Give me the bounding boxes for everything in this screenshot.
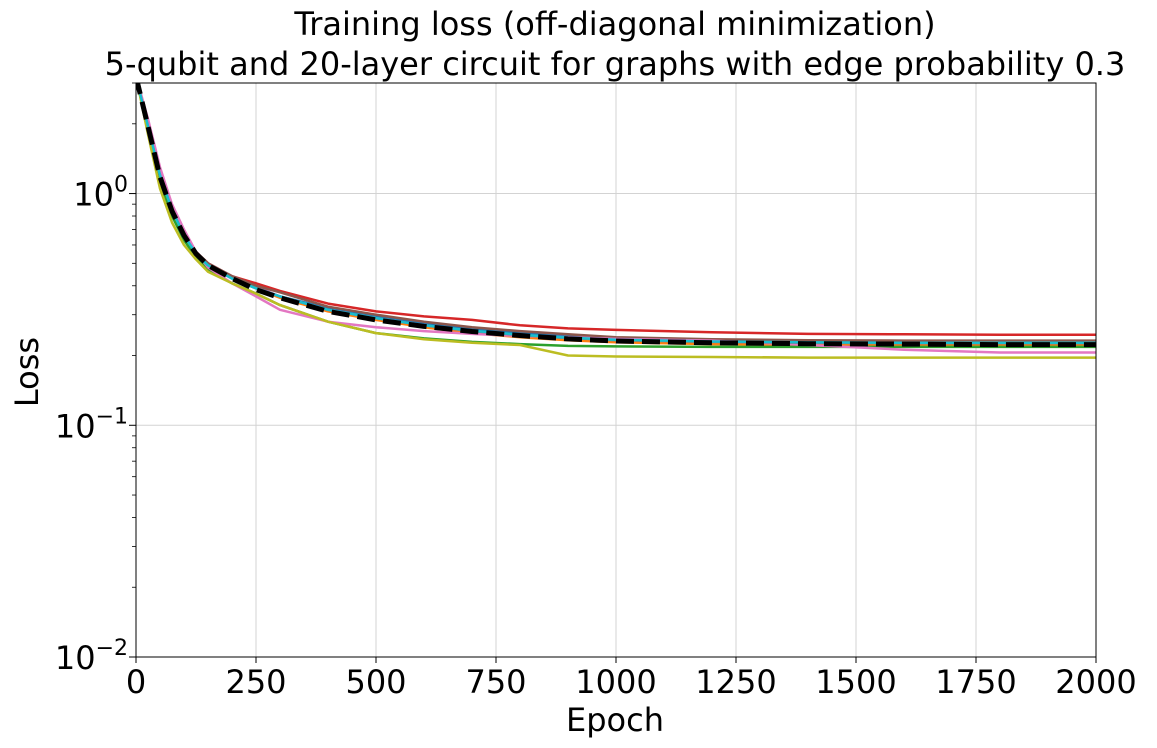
- chart-title: Training loss (off-diagonal minimization…: [293, 5, 935, 43]
- y-tick-exponent: 0: [114, 173, 128, 198]
- x-tick-label: 1750: [935, 663, 1016, 701]
- y-tick-base: 10: [55, 639, 96, 677]
- x-tick-label: 750: [465, 663, 526, 701]
- y-tick-base: 10: [73, 176, 114, 214]
- y-tick-label: 100: [73, 173, 128, 214]
- y-axis-label: Loss: [8, 337, 46, 407]
- x-tick-label: 1500: [815, 663, 896, 701]
- series-line-mean: [136, 83, 1096, 348]
- x-tick-label: 1000: [575, 663, 656, 701]
- y-tick-base: 10: [55, 407, 96, 445]
- x-tick-label: 250: [225, 663, 286, 701]
- x-tick-label: 500: [345, 663, 406, 701]
- y-tick-exponent: −1: [96, 404, 128, 429]
- y-tick-label: 10−1: [55, 404, 128, 445]
- y-tick-exponent: −2: [96, 636, 128, 661]
- x-tick-label: 2000: [1055, 663, 1136, 701]
- x-tick-label: 0: [126, 663, 146, 701]
- x-axis-label: Epoch: [566, 701, 664, 739]
- x-tick-label: 1250: [695, 663, 776, 701]
- series-line-8: [136, 83, 1096, 359]
- chart-subtitle: 5-qubit and 20-layer circuit for graphs …: [105, 45, 1126, 83]
- grid: [135, 83, 1097, 658]
- series-lines: [136, 83, 1096, 359]
- x-axis-ticks: 0 250 500 750 1000 1250 1500 1750 2000: [126, 657, 1137, 701]
- y-tick-label: 10−2: [55, 636, 128, 677]
